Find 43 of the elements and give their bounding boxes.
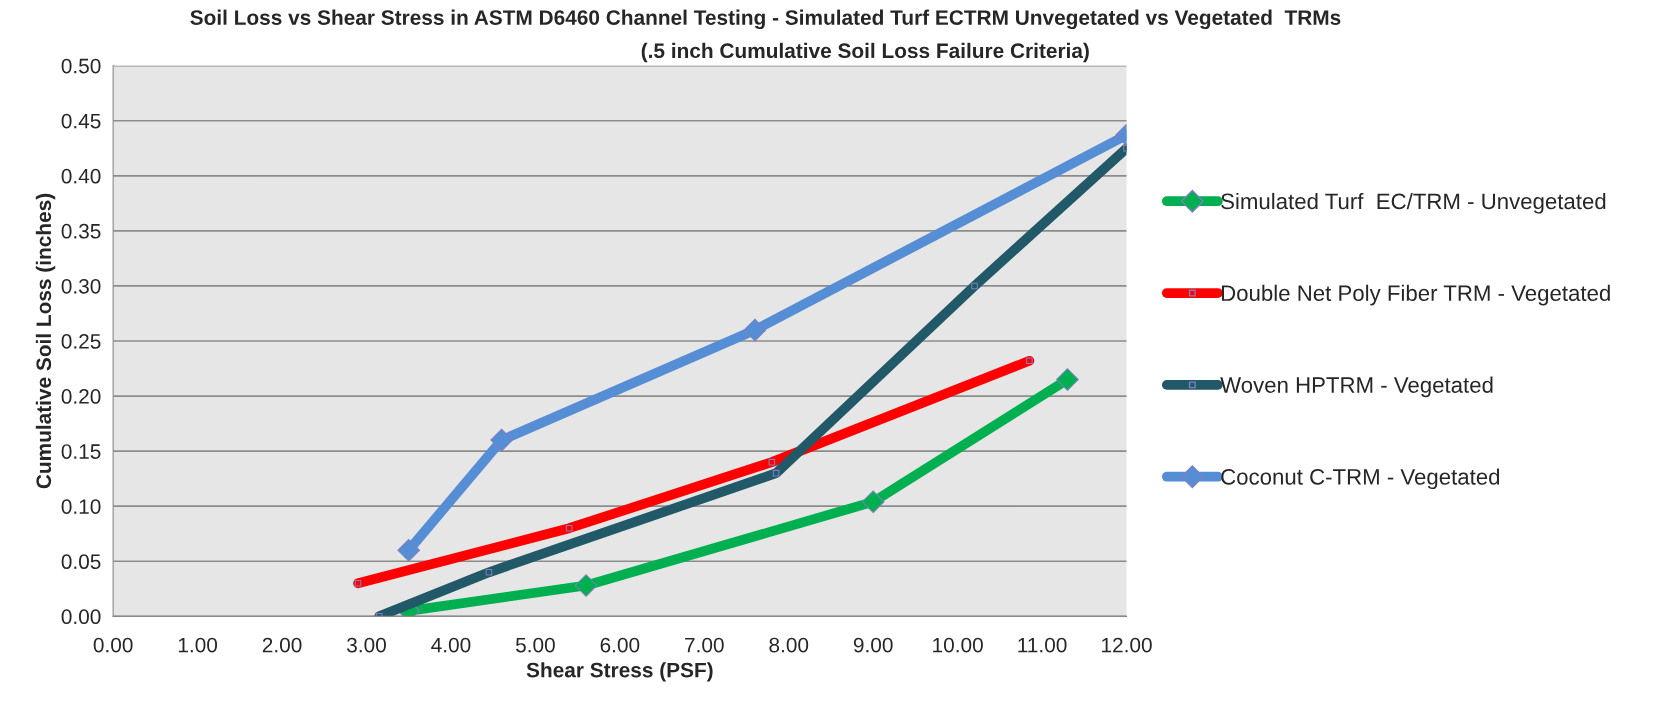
x-tick-label: 12.00 xyxy=(1102,637,1152,653)
legend-label: Simulated Turf EC/TRM - Unvegetated xyxy=(1221,192,1606,214)
x-tick-label: 11.00 xyxy=(1018,637,1067,653)
chart-subtitle: (.5 inch Cumulative Soil Loss Failure Criteria) xyxy=(641,42,1089,63)
y-tick-label: 0.00 xyxy=(61,609,101,625)
chart-title: Soil Loss vs Shear Stress in ASTM D6460 Channel Testing - Simulated Turf ECTRM Unvegetated vs Vegetated TRMs xyxy=(190,9,1341,30)
point xyxy=(971,282,978,290)
point xyxy=(1056,368,1079,391)
x-tick-label: 2.00 xyxy=(262,637,302,653)
x-tick-label: 3.00 xyxy=(347,637,386,653)
x-tick-label: 8.00 xyxy=(769,637,809,653)
y-tick-label: 0.10 xyxy=(61,499,101,514)
x-tick-label: 9.00 xyxy=(853,637,893,653)
point xyxy=(354,580,362,587)
x-tick-label: 7.00 xyxy=(685,637,724,653)
point xyxy=(743,318,767,342)
y-tick-label: 0.20 xyxy=(61,389,101,404)
legend-label: Woven HPTRM - Vegetated xyxy=(1220,376,1493,398)
x-tick-label: 1.00 xyxy=(178,637,218,653)
point xyxy=(861,490,885,514)
x-axis-title: Shear Stress (PSF) xyxy=(526,662,713,682)
y-tick-label: 0.30 xyxy=(61,278,101,294)
point xyxy=(574,574,598,597)
y-tick-label: 0.25 xyxy=(61,334,101,349)
point xyxy=(565,524,573,532)
point xyxy=(485,568,493,576)
x-tick-label: 10.00 xyxy=(933,637,983,653)
x-tick-label: 5.00 xyxy=(515,637,555,653)
point xyxy=(490,428,513,452)
y-tick-label: 0.40 xyxy=(61,168,101,184)
y-tick-label: 0.15 xyxy=(61,444,101,459)
legend-label: Coconut C-TRM - Vegetated xyxy=(1221,468,1500,490)
y-tick-label: 0.45 xyxy=(61,113,101,129)
y-tick-label: 0.05 xyxy=(61,554,101,570)
y-tick-label: 0.35 xyxy=(61,223,101,239)
point xyxy=(397,538,421,562)
point xyxy=(1026,357,1033,365)
y-axis-title: Cumulative Soil Loss (inches) xyxy=(35,193,56,489)
y-tick-label: 0.50 xyxy=(61,58,101,74)
x-tick-label: 6.00 xyxy=(600,637,640,653)
x-tick-label: 4.00 xyxy=(431,637,471,653)
x-tick-label: 0.00 xyxy=(93,637,133,653)
legend-label: Double Net Poly Fiber TRM - Vegetated xyxy=(1221,284,1610,306)
